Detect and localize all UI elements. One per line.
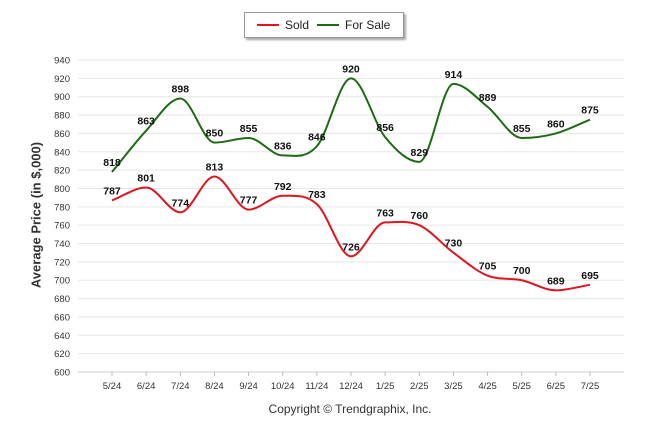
y-tick-label: 740 [54, 239, 70, 250]
data-label-for-sale: 855 [513, 123, 531, 135]
y-tick-label: 700 [54, 276, 70, 287]
data-label-for-sale: 846 [308, 131, 326, 143]
x-tick-label: 5/24 [103, 381, 122, 392]
copyright-text: Copyright © Trendgraphix, Inc. [268, 402, 432, 416]
y-axis-ticks: 600 620 640 660 680 700 720 740 760 780 800 820 840 8… [54, 56, 70, 379]
legend: Sold For Sale [244, 12, 404, 38]
x-tick-label: 10/24 [271, 381, 295, 392]
data-label-for-sale: 860 [547, 118, 565, 130]
y-tick-label: 860 [54, 129, 70, 140]
series-line-for-sale [111, 77, 591, 173]
x-tick-label: 11/24 [305, 381, 328, 392]
series-lines [111, 77, 591, 292]
legend-label-sold: Sold [285, 18, 310, 32]
x-tick-label: 7/24 [171, 381, 190, 392]
x-axis-ticks: 5/24 6/24 7/24 8/24 9/24 10/24 11/24 12/24 1/25 2… [103, 372, 600, 392]
data-label-sold: 787 [103, 185, 121, 197]
grid-lines [78, 59, 624, 373]
data-label-for-sale: 855 [240, 123, 258, 135]
y-tick-label: 660 [54, 312, 70, 323]
x-tick-label: 6/24 [137, 381, 156, 392]
data-label-for-sale: 836 [274, 140, 292, 152]
x-tick-label: 5/25 [512, 381, 531, 392]
x-tick-label: 6/25 [547, 381, 566, 392]
data-label-sold: 792 [274, 181, 292, 193]
y-tick-label: 880 [54, 111, 70, 122]
y-tick-label: 820 [54, 166, 70, 177]
y-tick-label: 920 [54, 74, 70, 85]
legend-swatch-sold [257, 24, 279, 26]
data-label-sold: 695 [581, 270, 599, 282]
x-tick-label: 7/25 [581, 381, 600, 392]
x-tick-label: 8/24 [205, 381, 224, 392]
x-tick-label: 12/24 [339, 381, 363, 392]
x-tick-label: 9/24 [239, 381, 258, 392]
data-label-for-sale: 889 [479, 92, 497, 104]
data-label-for-sale: 914 [445, 69, 463, 81]
data-label-sold: 700 [513, 265, 531, 277]
data-label-sold: 760 [411, 210, 429, 222]
y-tick-label: 600 [54, 368, 70, 379]
data-label-for-sale: 829 [411, 147, 429, 159]
data-label-sold: 774 [172, 197, 190, 209]
y-axis-label: Average Price (in $,000) [28, 141, 44, 289]
data-label-sold: 777 [240, 195, 258, 207]
x-tick-label: 3/25 [444, 381, 463, 392]
data-labels: 787 801 774 813 777 792 783 726 763 760 730 705 700 6… [103, 63, 599, 287]
y-tick-label: 780 [54, 202, 70, 213]
x-tick-label: 2/25 [410, 381, 429, 392]
data-label-sold: 813 [206, 162, 224, 174]
legend-item-for-sale[interactable]: For Sale [317, 18, 390, 32]
y-tick-label: 720 [54, 257, 70, 268]
data-label-sold: 689 [547, 275, 565, 287]
data-label-sold: 705 [479, 261, 497, 273]
x-tick-label: 1/25 [376, 381, 395, 392]
series-line-sold [111, 175, 591, 292]
x-tick-label: 4/25 [478, 381, 497, 392]
data-label-for-sale: 818 [103, 157, 121, 169]
y-tick-label: 680 [54, 294, 70, 305]
legend-label-for-sale: For Sale [345, 18, 391, 32]
data-label-for-sale: 920 [342, 63, 360, 75]
data-label-sold: 726 [342, 241, 360, 253]
data-label-sold: 763 [376, 207, 394, 219]
y-tick-label: 620 [54, 349, 70, 360]
data-label-for-sale: 898 [172, 84, 190, 96]
y-tick-label: 760 [54, 221, 70, 232]
data-label-sold: 783 [308, 189, 326, 201]
y-tick-label: 940 [54, 56, 70, 67]
data-label-sold: 801 [137, 173, 155, 185]
y-tick-label: 640 [54, 331, 70, 342]
y-tick-label: 840 [54, 147, 70, 158]
data-label-for-sale: 850 [206, 128, 224, 140]
y-tick-label: 900 [54, 92, 70, 103]
data-label-for-sale: 863 [137, 116, 155, 128]
data-label-sold: 730 [445, 238, 463, 250]
data-label-for-sale: 856 [376, 122, 394, 134]
legend-item-sold[interactable]: Sold [257, 18, 309, 32]
y-tick-label: 800 [54, 184, 70, 195]
legend-swatch-for-sale [317, 24, 339, 26]
data-label-for-sale: 875 [581, 105, 599, 117]
